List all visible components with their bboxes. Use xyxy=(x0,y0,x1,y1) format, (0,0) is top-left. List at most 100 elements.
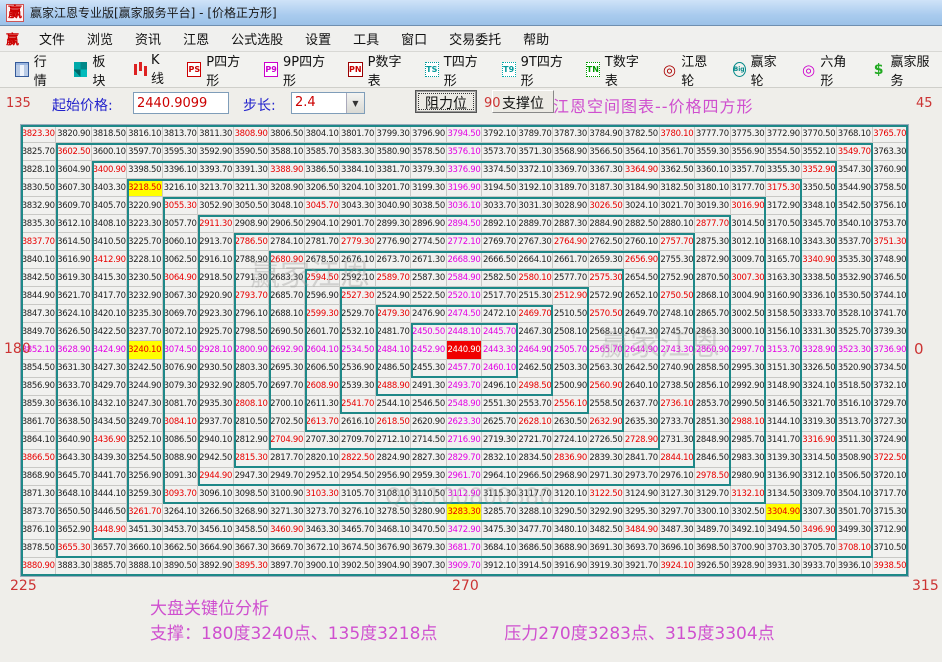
support-button[interactable]: 支撑位 xyxy=(492,90,554,113)
price-cell[interactable]: 3096.10 xyxy=(198,485,234,504)
price-cell[interactable]: 2925.70 xyxy=(198,323,234,342)
price-cell[interactable]: 3816.10 xyxy=(127,125,163,144)
price-cell[interactable]: 2457.70 xyxy=(446,359,483,378)
price-cell[interactable]: 3374.50 xyxy=(482,161,518,180)
price-cell[interactable]: 3727.30 xyxy=(872,413,908,432)
price-cell[interactable]: 3086.50 xyxy=(162,431,199,450)
price-cell[interactable]: 3710.50 xyxy=(872,539,908,558)
price-cell[interactable]: 3019.30 xyxy=(695,197,731,216)
price-cell[interactable]: 2788.90 xyxy=(233,251,270,270)
price-cell[interactable]: 3626.50 xyxy=(56,323,92,342)
price-cell[interactable]: 2488.90 xyxy=(375,377,412,396)
price-cell[interactable]: 2834.50 xyxy=(517,449,554,468)
price-cell[interactable]: 3597.70 xyxy=(127,143,163,162)
tool-t-table[interactable]: TN T数字表 xyxy=(579,48,652,92)
price-cell[interactable]: 3451.30 xyxy=(127,521,163,540)
price-cell[interactable]: 3588.10 xyxy=(269,143,305,162)
price-cell[interactable]: 3127.30 xyxy=(659,485,696,504)
price-cell[interactable]: 3758.50 xyxy=(872,179,908,198)
price-cell[interactable]: 2822.50 xyxy=(340,449,376,468)
price-cell[interactable]: 3556.90 xyxy=(730,143,767,162)
price-cell[interactable]: 2853.70 xyxy=(695,395,731,414)
price-cell[interactable]: 3038.50 xyxy=(411,197,447,216)
price-cell[interactable]: 3432.10 xyxy=(91,395,128,414)
price-cell[interactable]: 3760.90 xyxy=(872,161,908,180)
price-cell[interactable]: 3554.50 xyxy=(766,143,802,162)
price-cell[interactable]: 2647.30 xyxy=(624,323,660,342)
price-cell[interactable]: 3890.50 xyxy=(162,557,199,576)
price-cell[interactable]: 2904.10 xyxy=(304,215,341,234)
price-cell[interactable]: 3688.90 xyxy=(553,539,589,558)
price-cell[interactable]: 3165.70 xyxy=(766,251,802,270)
price-cell[interactable]: 3782.50 xyxy=(624,125,660,144)
price-cell[interactable]: 2601.70 xyxy=(304,323,341,342)
price-cell[interactable]: 2546.50 xyxy=(411,395,447,414)
price-cell[interactable]: 3472.90 xyxy=(446,521,483,540)
price-cell[interactable]: 3220.90 xyxy=(127,197,163,216)
price-cell[interactable]: 2920.90 xyxy=(198,287,234,306)
price-cell[interactable]: 3561.70 xyxy=(659,143,696,162)
price-cell[interactable]: 3153.70 xyxy=(766,341,802,360)
price-cell[interactable]: 3892.90 xyxy=(198,557,234,576)
menu-item-6[interactable]: 工具 xyxy=(353,33,380,48)
price-cell[interactable]: 2582.50 xyxy=(482,269,518,288)
price-cell[interactable]: 3228.10 xyxy=(127,251,163,270)
price-cell[interactable]: 2498.50 xyxy=(517,377,554,396)
price-cell[interactable]: 2630.50 xyxy=(553,413,589,432)
price-cell[interactable]: 3900.10 xyxy=(304,557,341,576)
price-cell[interactable]: 3463.30 xyxy=(304,521,341,540)
price-cell[interactable]: 3268.90 xyxy=(233,503,270,522)
price-cell[interactable]: 3012.10 xyxy=(730,233,767,252)
price-cell[interactable]: 2990.50 xyxy=(730,395,767,414)
price-cell[interactable]: 3076.90 xyxy=(162,359,199,378)
price-cell[interactable]: 3007.30 xyxy=(730,269,767,288)
price-cell[interactable]: 2637.70 xyxy=(624,395,660,414)
price-cell[interactable]: 3261.70 xyxy=(127,503,163,522)
price-cell[interactable]: 3640.90 xyxy=(56,431,92,450)
price-cell[interactable]: 3789.70 xyxy=(517,125,554,144)
price-cell[interactable]: 3182.50 xyxy=(659,179,696,198)
price-cell[interactable]: 2635.30 xyxy=(624,413,660,432)
price-cell[interactable]: 3026.50 xyxy=(588,197,625,216)
price-cell[interactable]: 3494.50 xyxy=(766,521,802,540)
price-cell[interactable]: 2829.70 xyxy=(446,449,483,468)
price-cell[interactable]: 3559.30 xyxy=(695,143,731,162)
price-cell[interactable]: 2596.90 xyxy=(304,287,341,306)
price-cell[interactable]: 3619.30 xyxy=(56,269,92,288)
price-cell[interactable]: 3091.30 xyxy=(162,467,199,486)
price-cell[interactable]: 3052.90 xyxy=(198,197,234,216)
price-cell[interactable]: 2913.70 xyxy=(198,233,234,252)
price-cell[interactable]: 2942.50 xyxy=(198,449,234,468)
price-cell[interactable]: 2532.10 xyxy=(340,323,376,342)
price-cell[interactable]: 3770.50 xyxy=(801,125,838,144)
price-cell[interactable]: 3148.90 xyxy=(766,377,802,396)
price-cell[interactable]: 3595.30 xyxy=(162,143,199,162)
price-cell[interactable]: 3069.70 xyxy=(162,305,199,324)
price-cell[interactable]: 3465.70 xyxy=(340,521,376,540)
price-cell[interactable]: 3806.50 xyxy=(269,125,305,144)
price-cell[interactable]: 3381.70 xyxy=(375,161,412,180)
price-cell[interactable]: 3530.50 xyxy=(837,287,873,306)
price-cell[interactable]: 3084.10 xyxy=(162,413,199,432)
price-cell[interactable]: 3748.90 xyxy=(872,251,908,270)
price-cell[interactable]: 3868.90 xyxy=(21,467,57,486)
price-cell[interactable]: 2517.70 xyxy=(482,287,518,306)
price-cell[interactable]: 3895.30 xyxy=(233,557,270,576)
price-cell[interactable]: 3549.70 xyxy=(837,143,873,162)
price-cell[interactable]: 2505.70 xyxy=(553,341,589,360)
price-cell[interactable]: 2923.30 xyxy=(198,305,234,324)
price-cell[interactable]: 2644.90 xyxy=(624,341,660,360)
price-cell[interactable]: 2808.10 xyxy=(233,395,270,414)
price-cell[interactable]: 3062.50 xyxy=(162,251,199,270)
price-cell[interactable]: 2760.10 xyxy=(624,233,660,252)
price-cell[interactable]: 3110.50 xyxy=(411,485,447,504)
price-cell[interactable]: 3854.50 xyxy=(21,359,57,378)
price-cell[interactable]: 2572.90 xyxy=(588,287,625,306)
price-cell[interactable]: 3336.10 xyxy=(801,287,838,306)
price-cell[interactable]: 3292.90 xyxy=(588,503,625,522)
price-cell[interactable]: 3866.50 xyxy=(21,449,57,468)
price-cell[interactable]: 3352.90 xyxy=(801,161,838,180)
price-cell[interactable]: 2664.10 xyxy=(517,251,554,270)
price-cell[interactable]: 3398.50 xyxy=(127,161,163,180)
price-cell[interactable]: 2997.70 xyxy=(730,341,767,360)
